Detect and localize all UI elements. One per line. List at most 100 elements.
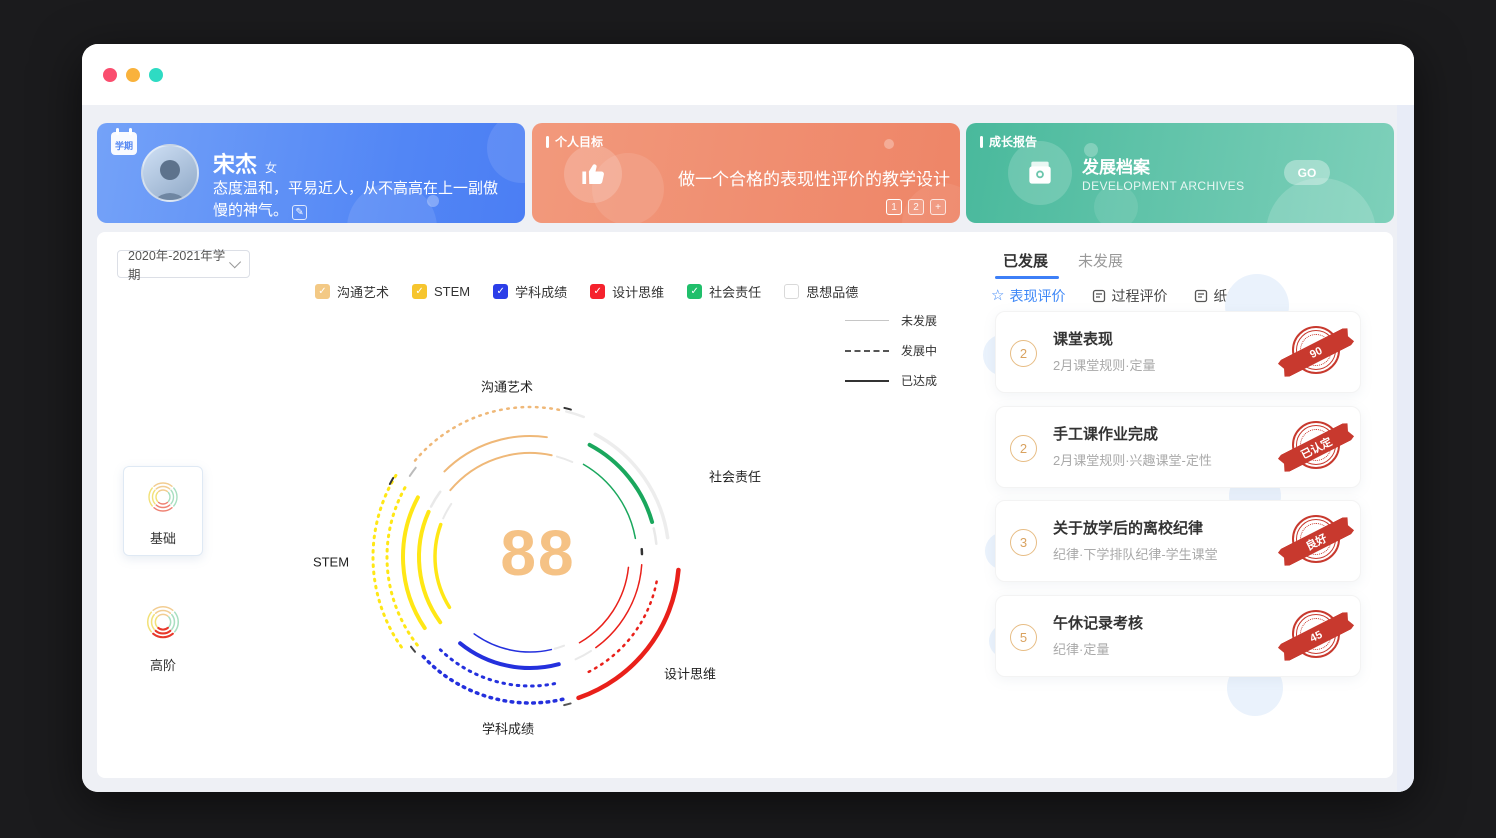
checkbox-social-responsibility[interactable]: 社会责任 (687, 282, 761, 301)
checkbox-icon[interactable] (590, 284, 606, 299)
checkbox-icon[interactable] (784, 284, 800, 299)
header-bar (546, 135, 549, 148)
item-subtitle: 纪律·定量 (1053, 642, 1110, 657)
checkbox-label: 学科成绩 (515, 285, 568, 300)
main-panel: 2020年-2021年学期 沟通艺术 STEM 学科成绩 设计思维 社会责任 思… (97, 232, 1393, 778)
development-tabs: 已发展 未发展 (1003, 250, 1123, 271)
decorative-bubble (487, 123, 525, 183)
app-window: 学期 宋杰 女 态度温和，平易近人，从不高高在上一副傲慢的神气。 ✎ 个人目标 做… (82, 44, 1414, 792)
minimize-window-dot[interactable] (126, 68, 140, 82)
radial-mini-icon (148, 482, 178, 512)
item-count-badge: 2 (1010, 340, 1037, 367)
checkbox-design-thinking[interactable]: 设计思维 (590, 282, 664, 301)
thumbs-up-icon (564, 145, 622, 203)
semester-badge-label: 学期 (114, 141, 133, 151)
student-name: 宋杰 (213, 152, 258, 177)
radial-progress-chart (371, 405, 681, 707)
radial-mini-icon (147, 606, 179, 639)
goal-page-2-button[interactable]: 2 (908, 199, 924, 215)
zoom-window-dot[interactable] (149, 68, 163, 82)
dimension-label-social-responsibility: 社会责任 (708, 469, 762, 485)
legend-label: 已达成 (901, 374, 938, 388)
overall-score: 88 (500, 517, 576, 589)
checkbox-icon[interactable] (493, 284, 509, 299)
dimension-label-design-thinking: 设计思维 (663, 666, 717, 682)
star-icon: ☆ (991, 287, 1005, 304)
item-title: 关于放学后的离校纪律 (1053, 520, 1204, 537)
subtab-label: 过程评价 (1111, 288, 1168, 304)
report-card-header: 成长报告 (989, 135, 1038, 149)
item-count-badge: 2 (1010, 435, 1037, 462)
item-count-badge: 5 (1010, 624, 1037, 651)
title-bar (82, 44, 1414, 105)
checkbox-icon[interactable] (412, 284, 428, 299)
growth-report-card: 成长报告 发展档案 DEVELOPMENT ARCHIVES GO (966, 123, 1394, 223)
decorative-bubble (884, 139, 894, 149)
item-count-badge: 3 (1010, 529, 1037, 556)
legend-label: 未发展 (901, 314, 938, 328)
scrollbar-track[interactable] (1397, 105, 1414, 792)
level-basic-button[interactable]: 基础 (123, 466, 203, 556)
student-gender: 女 (265, 161, 278, 175)
close-window-dot[interactable] (103, 68, 117, 82)
dimension-label-subject-score: 学科成绩 (481, 721, 535, 737)
level-advanced-label: 高阶 (149, 658, 176, 673)
item-title: 午休记录考核 (1053, 615, 1144, 632)
archive-box-icon (1008, 141, 1072, 205)
semester-select-value: 2020年-2021年学期 (128, 249, 226, 282)
checkbox-label: 思想品德 (806, 285, 859, 300)
subtab-label: 表现评价 (1009, 288, 1066, 304)
person-silhouette-icon (154, 160, 186, 200)
decorative-bubble (1266, 178, 1376, 223)
personal-goal-card: 个人目标 做一个合格的表现性评价的教学设计 1 2 + (532, 123, 960, 223)
score-stamp: 90 (1282, 323, 1348, 383)
goal-add-button[interactable]: + (930, 199, 946, 215)
decorative-bubble (592, 153, 664, 223)
tab-undeveloped[interactable]: 未发展 (1078, 253, 1124, 270)
checkbox-label: STEM (434, 284, 471, 299)
score-stamp: 良好 (1282, 512, 1348, 572)
checkbox-communication-art[interactable]: 沟通艺术 (315, 282, 389, 301)
semester-calendar-icon: 学期 (111, 128, 137, 155)
item-subtitle: 2月课堂规则·兴趣课堂-定性 (1053, 453, 1212, 468)
score-stamp: 已认定 (1282, 418, 1348, 478)
legend-line-dashed (845, 349, 889, 352)
subtab-performance-eval[interactable]: ☆ 表现评价 (991, 286, 1065, 306)
tab-developed[interactable]: 已发展 (1003, 253, 1049, 270)
level-advanced-button[interactable]: 高阶 (123, 590, 203, 682)
document-icon (1195, 289, 1208, 303)
decorative-bubble (427, 195, 439, 207)
goal-page-1-button[interactable]: 1 (886, 199, 902, 215)
decorative-bubble (1084, 143, 1098, 157)
evaluation-item-classroom-performance[interactable]: 2 课堂表现 2月课堂规则·定量 90 (995, 311, 1361, 393)
evaluation-item-leaving-discipline[interactable]: 3 关于放学后的离校纪律 纪律·下学排队纪律-学生课堂 良好 (995, 500, 1361, 582)
checkbox-subject-score[interactable]: 学科成绩 (493, 282, 567, 301)
dimension-filter-row: 沟通艺术 STEM 学科成绩 设计思维 社会责任 思想品德 (315, 282, 858, 301)
legend-line-thin (845, 320, 889, 321)
item-title: 手工课作业完成 (1053, 426, 1159, 443)
legend-line-solid (845, 379, 889, 382)
checkbox-label: 社会责任 (709, 285, 762, 300)
evaluation-item-noon-break-record[interactable]: 5 午休记录考核 纪律·定量 45 (995, 595, 1361, 677)
checkbox-moral-character[interactable]: 思想品德 (784, 282, 858, 301)
active-tab-underline (995, 276, 1059, 279)
semester-select[interactable]: 2020年-2021年学期 (117, 249, 250, 282)
checkbox-icon[interactable] (315, 284, 330, 299)
status-legend: 未发展 发展中 已达成 (845, 312, 937, 402)
subtab-process-eval[interactable]: 过程评价 (1092, 286, 1167, 306)
archives-title: 发展档案 (1082, 158, 1150, 177)
checkbox-stem[interactable]: STEM (412, 284, 470, 299)
checkbox-icon[interactable] (687, 284, 703, 299)
evaluation-item-handcraft-homework[interactable]: 2 手工课作业完成 2月课堂规则·兴趣课堂-定性 已认定 (995, 406, 1361, 488)
dimension-label-communication-art: 沟通艺术 (480, 379, 534, 395)
item-title: 课堂表现 (1053, 331, 1114, 348)
go-button[interactable]: GO (1284, 160, 1330, 185)
level-basic-label: 基础 (149, 531, 176, 546)
profile-card: 学期 宋杰 女 态度温和，平易近人，从不高高在上一副傲慢的神气。 ✎ (97, 123, 525, 223)
checkbox-label: 设计思维 (612, 285, 665, 300)
legend-label: 发展中 (901, 344, 938, 358)
edit-icon[interactable]: ✎ (292, 205, 308, 220)
archives-subtitle: DEVELOPMENT ARCHIVES (1082, 179, 1245, 193)
avatar (141, 144, 199, 202)
header-bar (980, 135, 983, 148)
